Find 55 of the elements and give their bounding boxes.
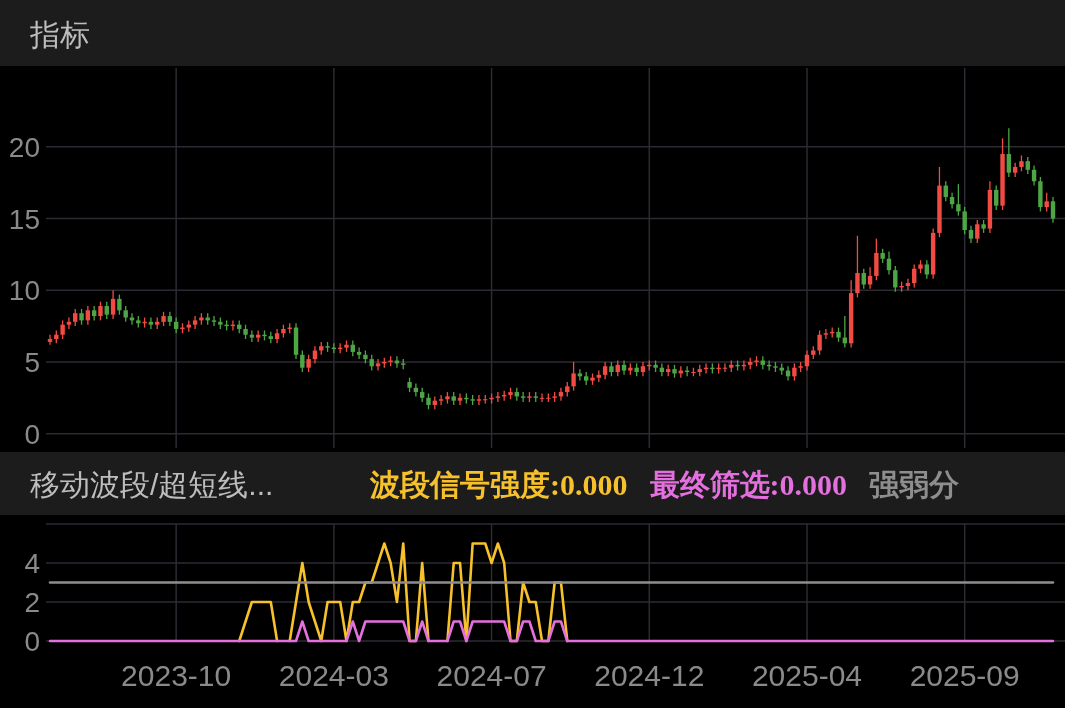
candlestick (867, 266, 873, 290)
x-tick-label: 2025-04 (751, 659, 863, 692)
candlestick (60, 319, 65, 340)
y-tick-label: 4 (24, 548, 40, 579)
legend: 波段信号强度:0.000 最终筛选:0.000 强弱分 (370, 467, 959, 501)
y-tick-label: 5 (24, 346, 40, 378)
candlestick (375, 358, 381, 372)
y-tick-label: 15 (8, 203, 40, 235)
candlestick (924, 259, 930, 280)
candlestick (85, 305, 91, 326)
candlestick (457, 392, 463, 406)
candlestick (520, 391, 526, 403)
candlestick (300, 349, 305, 373)
candlestick (994, 184, 999, 211)
y-tick-label: 2 (24, 587, 40, 618)
candlestick (962, 206, 967, 235)
chart-title: 指标 (29, 17, 90, 51)
candlestick (110, 289, 116, 320)
y-tick-label: 0 (24, 418, 40, 450)
candlestick (117, 293, 122, 316)
candlestick (571, 361, 576, 392)
y-tick-label: 0 (24, 626, 40, 657)
y-tick-label: 20 (8, 131, 40, 163)
x-tick-label: 2024-03 (278, 659, 389, 692)
y-tick-label: 10 (8, 275, 40, 307)
candlestick (356, 346, 362, 360)
candlestick (975, 219, 980, 244)
candlestick (956, 183, 961, 217)
candlestick (577, 368, 583, 382)
x-tick-label: 2024-12 (594, 659, 705, 692)
candlestick (66, 316, 72, 330)
candlestick (874, 237, 879, 281)
candlestick (211, 315, 217, 327)
candlestick (861, 268, 866, 290)
candlestick (539, 392, 545, 403)
candlestick (1044, 192, 1049, 213)
chart-title: 移动波段/超短线... (30, 467, 274, 501)
candlestick (1006, 127, 1012, 178)
candlestick (722, 362, 728, 373)
candlestick (1050, 196, 1056, 224)
candlestick (249, 329, 255, 343)
candlestick (192, 315, 198, 330)
x-tick-label: 2025-09 (909, 659, 1020, 692)
candlestick (438, 394, 444, 406)
x-tick-label: 2024-07 (436, 659, 547, 692)
candlestick (905, 278, 911, 291)
x-tick-label: 2023-10 (121, 659, 232, 692)
candlestick (148, 316, 154, 330)
candlestick (476, 394, 482, 406)
candlestick (98, 301, 103, 322)
candlestick (823, 328, 829, 340)
candlestick (47, 334, 53, 346)
candlestick (855, 235, 860, 299)
candlestick (817, 329, 822, 356)
candlestick (495, 391, 501, 403)
